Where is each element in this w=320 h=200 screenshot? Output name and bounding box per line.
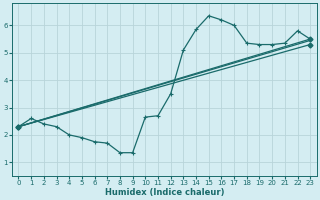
X-axis label: Humidex (Indice chaleur): Humidex (Indice chaleur) — [105, 188, 224, 197]
